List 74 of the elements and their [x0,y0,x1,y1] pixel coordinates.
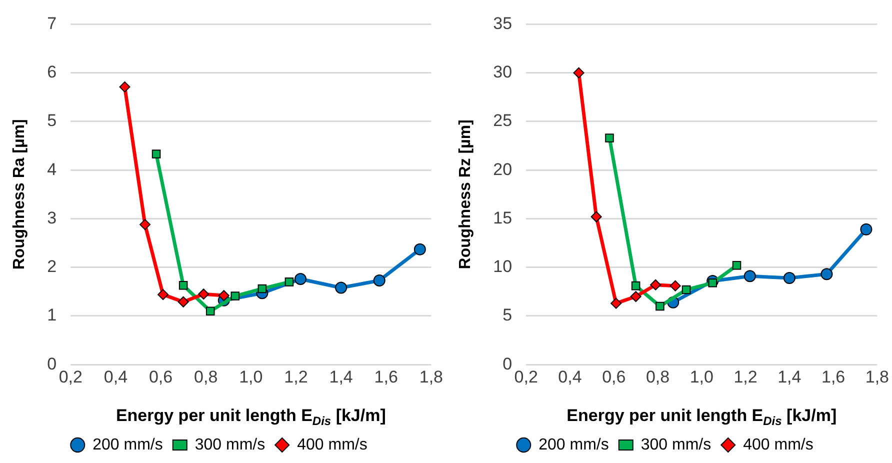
point [708,278,718,288]
point [573,67,584,78]
point [178,296,189,308]
y-tick-label: 0 [502,354,512,374]
legend-label: 200 mm/s [92,436,163,454]
x-tick-label: 0,4 [104,367,128,386]
point [610,298,622,309]
y-tick-label: 1 [47,306,57,325]
y-axis-title: Roughness Rz [µm] [457,120,474,270]
x-tick-label: 1,0 [239,367,263,386]
legend-label: 400 mm/s [743,436,814,454]
y-tick-label: 20 [493,160,512,179]
y-tick-label: 3 [47,208,57,228]
point [140,219,151,230]
point [119,81,130,92]
x-tick-label: 1,6 [374,367,398,386]
point [670,280,681,292]
x-tick-label: 1,6 [821,367,846,386]
point [152,150,161,158]
point [744,270,756,282]
y-axis-title: Roughness Ra [µm] [11,119,28,270]
point [373,274,386,286]
point [630,291,642,302]
legend-label: 300 mm/s [194,436,266,454]
point [590,211,602,222]
legend-label: 400 mm/s [297,436,368,454]
y-tick-label: 0 [47,354,57,374]
point [198,288,210,300]
x-tick-label: 0,4 [558,367,582,386]
point [732,261,742,270]
x-tick-label: 0,6 [602,367,626,386]
x-tick-label: 1,4 [778,367,802,386]
point [206,306,215,316]
point [656,302,664,311]
point [218,290,230,302]
point [230,292,240,300]
y-tick-label: 10 [493,257,512,276]
point [335,282,348,294]
x-tick-label: 1,8 [419,367,444,386]
y-tick-label: 30 [493,62,512,82]
y-tick-label: 15 [493,208,512,228]
point [294,273,306,286]
y-tick-label: 2 [47,257,57,276]
y-tick-label: 35 [493,14,512,33]
legend-label: 200 mm/s [538,436,609,454]
y-tick-label: 4 [47,160,57,179]
legend-label: 300 mm/s [640,436,712,454]
y-tick-label: 5 [502,306,512,325]
x-tick-label: 0,8 [194,367,218,386]
x-tick-label: 0,2 [514,367,538,386]
x-tick-label: 1,4 [329,367,353,386]
x-tick-label: 1,2 [284,367,308,386]
x-tick-label: 1,8 [865,367,890,386]
y-tick-label: 7 [47,14,57,33]
point [178,280,188,290]
x-tick-label: 1,0 [690,367,714,386]
x-tick-label: 0,2 [58,367,82,386]
y-tick-label: 5 [47,111,57,130]
point [605,134,614,142]
point [631,281,640,290]
point [650,279,662,290]
point [158,289,169,300]
point [258,284,267,294]
y-tick-label: 6 [47,62,57,82]
point [414,243,426,256]
x-tick-label: 1,2 [734,367,758,386]
point [860,223,872,236]
point [820,268,833,280]
x-tick-label: 0,8 [646,367,670,386]
y-tick-label: 25 [493,111,512,130]
x-tick-label: 0,6 [148,367,173,386]
point [682,285,691,294]
point [783,272,796,284]
point [284,278,294,286]
